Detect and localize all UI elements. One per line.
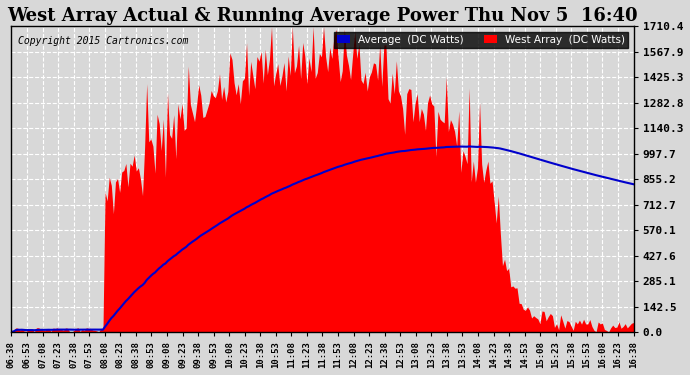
Text: Copyright 2015 Cartronics.com: Copyright 2015 Cartronics.com: [18, 36, 188, 46]
Title: West Array Actual & Running Average Power Thu Nov 5  16:40: West Array Actual & Running Average Powe…: [7, 7, 638, 25]
Legend: Average  (DC Watts), West Array  (DC Watts): Average (DC Watts), West Array (DC Watts…: [334, 32, 629, 48]
